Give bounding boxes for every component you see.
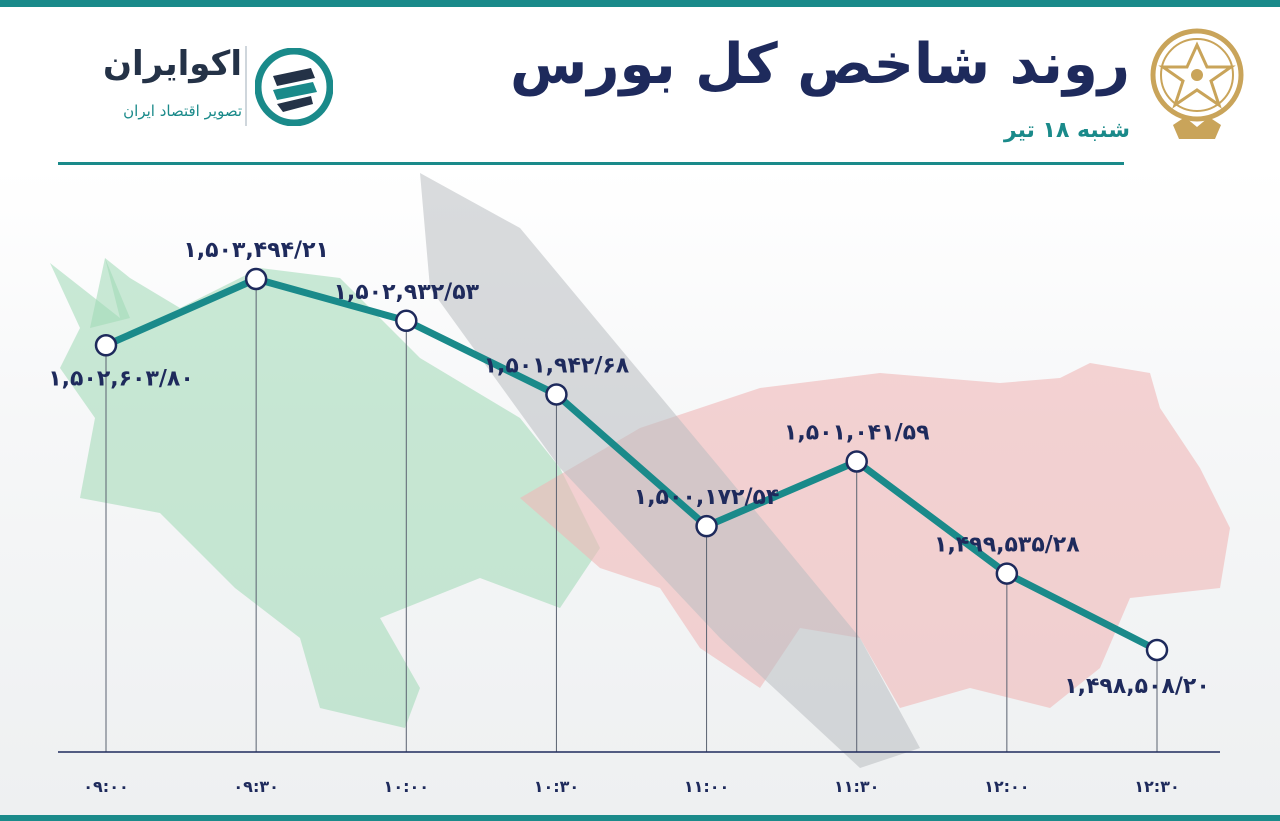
data-label: ۱,۵۰۳,۴۹۴/۲۱ (183, 238, 329, 263)
data-label: ۱,۵۰۰,۱۷۲/۵۴ (634, 485, 780, 510)
logo-divider (245, 46, 247, 126)
top-frame-bar (0, 0, 1280, 7)
x-tick-label: ۰۹:۰۰ (83, 777, 128, 796)
brand-name: اکوایران (103, 44, 242, 84)
data-label: ۱,۴۹۹,۵۳۵/۲۸ (934, 533, 1080, 558)
data-label: ۱,۵۰۱,۹۴۲/۶۸ (484, 353, 630, 378)
date-subtitle: شنبه ۱۸ تیر (1003, 118, 1130, 143)
bottom-frame-bar (0, 815, 1280, 821)
x-tick-label: ۰۹:۳۰ (233, 777, 278, 796)
bull-silhouette (50, 258, 600, 728)
x-tick-label: ۱۱:۳۰ (834, 777, 879, 796)
data-point (1145, 638, 1169, 662)
data-point (695, 514, 718, 538)
x-tick-label: ۱۱:۰۰ (684, 777, 729, 796)
data-point (395, 309, 418, 333)
brand-tagline: تصویر اقتصاد ایران (123, 102, 242, 120)
x-tick-label: ۱۲:۳۰ (1134, 777, 1179, 796)
data-label: ۱,۵۰۲,۶۰۳/۸۰ (48, 366, 194, 391)
data-point (995, 562, 1019, 585)
x-tick-label: ۱۰:۰۰ (384, 777, 429, 796)
series-line (102, 275, 1161, 654)
x-tick-label: ۱۲:۰۰ (984, 777, 1029, 796)
data-point (244, 267, 268, 291)
x-tick-label: ۱۰:۳۰ (534, 777, 579, 796)
brand-logo: اکوایران تصویر اقتصاد ایران (60, 40, 335, 135)
data-point (845, 450, 868, 473)
page-title: روند شاخص کل بورس (510, 32, 1130, 97)
data-label: ۱,۴۹۸,۵۰۸/۲۰ (1064, 674, 1210, 699)
ecoiran-logo-icon (255, 48, 333, 126)
data-label: ۱,۵۰۲,۹۳۲/۵۳ (333, 280, 479, 305)
header-divider (58, 162, 1124, 165)
data-point (94, 334, 118, 357)
stock-exchange-emblem (1150, 28, 1244, 139)
decline-arrow-band (420, 173, 920, 768)
data-label: ۱,۵۰۱,۰۴۱/۵۹ (784, 420, 930, 445)
chart-background (0, 168, 1280, 815)
data-point (545, 383, 568, 406)
bull-bear-illustration (50, 173, 1230, 768)
